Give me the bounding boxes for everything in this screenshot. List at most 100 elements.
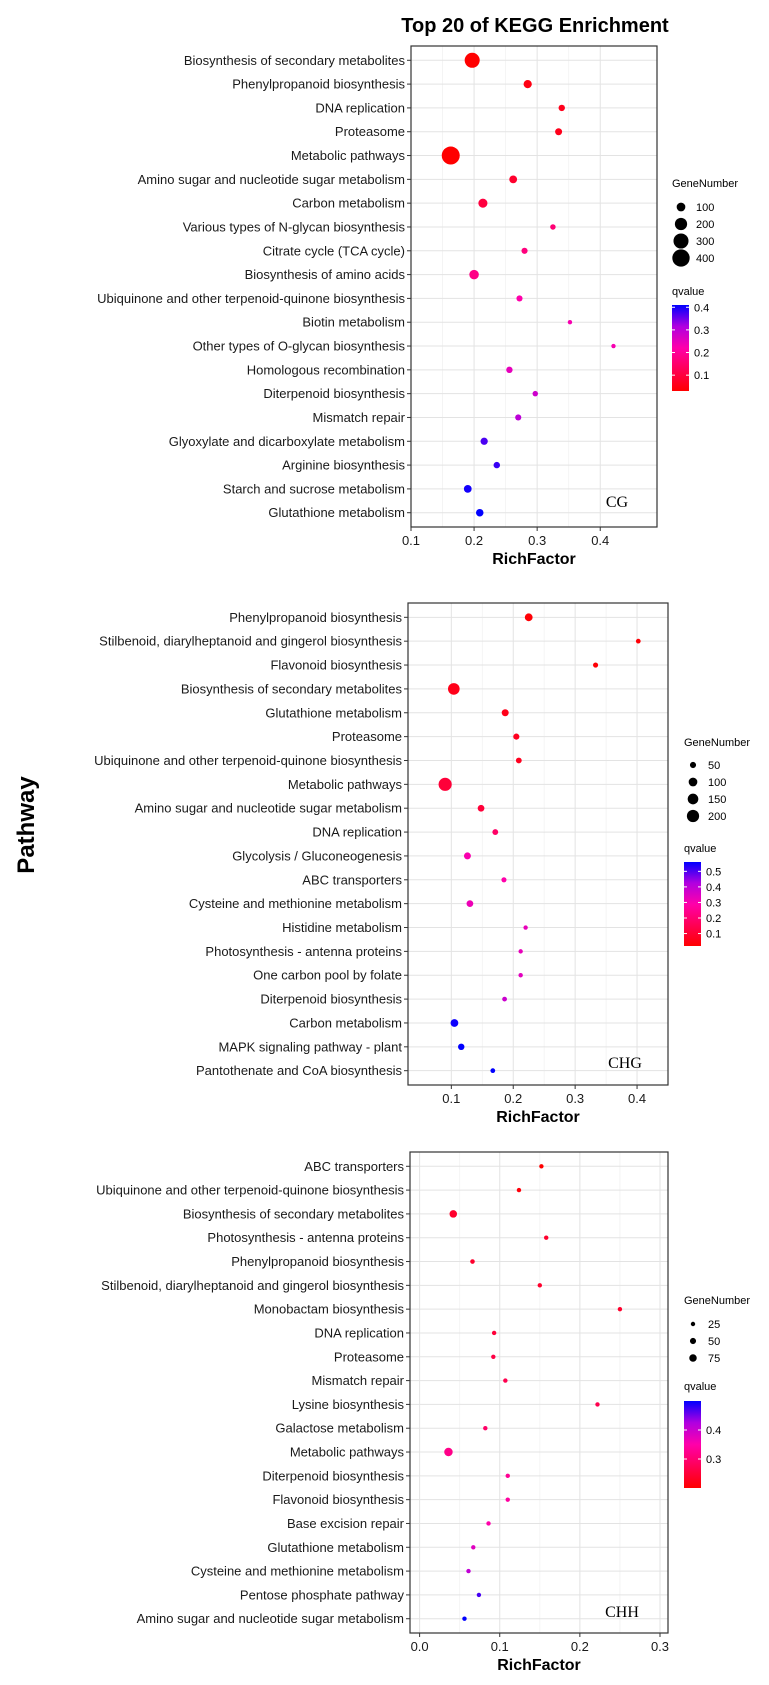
pathway-label: Flavonoid biosynthesis — [272, 1492, 404, 1507]
data-point — [518, 973, 523, 978]
pathway-label: Glutathione metabolism — [268, 505, 405, 520]
size-legend-label: 200 — [696, 219, 714, 231]
pathway-label: Biotin metabolism — [302, 315, 405, 330]
size-legend-label: 25 — [708, 1319, 720, 1331]
size-legend-key — [687, 793, 699, 805]
data-point — [478, 198, 488, 208]
x-tick-label: 0.3 — [566, 1091, 584, 1106]
data-point — [611, 343, 616, 349]
data-point — [447, 683, 460, 695]
pathway-label: Histidine metabolism — [282, 920, 402, 935]
pathway-label: Lysine biosynthesis — [292, 1397, 405, 1412]
chart-panels: 0.1 0.2 0.3 0.4 Biosynthesis of secondary me… — [94, 45, 750, 1674]
pathway-label: Glutathione metabolism — [267, 1540, 404, 1555]
size-legend-key — [689, 1354, 697, 1362]
data-point — [464, 52, 480, 68]
data-point — [476, 1592, 482, 1598]
size-legend-key — [673, 233, 689, 249]
colorbar-tick-label: 0.4 — [694, 302, 709, 314]
pathway-label: Phenylpropanoid biosynthesis — [231, 1254, 404, 1269]
pathway-label: Proteasome — [334, 1349, 404, 1364]
figure-title: Top 20 of KEGG Enrichment — [401, 15, 669, 37]
data-point — [462, 1616, 467, 1621]
size-legend-label: 200 — [708, 811, 726, 823]
pathway-label: Citrate cycle (TCA cycle) — [263, 243, 405, 258]
plot-frame — [409, 1151, 669, 1634]
data-point — [523, 79, 532, 89]
data-point — [617, 1306, 623, 1312]
colorbar-tick-label: 0.1 — [706, 929, 721, 941]
chart-panel-chg: 0.1 0.2 0.3 0.4 Phenylpropanoid biosynthesis… — [94, 602, 750, 1126]
data-point — [490, 1068, 496, 1074]
pathway-label: DNA replication — [312, 825, 402, 840]
data-point — [593, 662, 599, 668]
pathway-label: Pentose phosphate pathway — [240, 1587, 405, 1602]
size-legend-key — [689, 1337, 697, 1345]
size-legend-title: GeneNumber — [672, 178, 738, 190]
data-point — [521, 247, 528, 254]
pathway-label: Proteasome — [335, 124, 405, 139]
pathway-label: Cysteine and methionine metabolism — [189, 896, 402, 911]
pathway-label: Amino sugar and nucleotide sugar metabol… — [135, 801, 402, 816]
plot-frame — [407, 602, 669, 1086]
pathway-label: Diterpenoid biosynthesis — [263, 386, 405, 401]
data-point — [469, 269, 479, 280]
panel-label: CG — [606, 494, 629, 511]
size-legend-label: 100 — [696, 202, 714, 214]
x-tick-label: 0.1 — [442, 1091, 460, 1106]
data-point — [567, 320, 573, 325]
pathway-label: Monobactam biosynthesis — [254, 1302, 405, 1317]
pathway-label: Arginine biosynthesis — [282, 458, 405, 473]
size-legend-label: 75 — [708, 1353, 720, 1365]
size-legend-title: GeneNumber — [684, 737, 750, 749]
x-tick-label: 0.1 — [491, 1639, 509, 1654]
pathway-label: Homologous recombination — [247, 362, 405, 377]
data-point — [505, 1473, 510, 1479]
pathway-label: Carbon metabolism — [292, 196, 405, 211]
colorbar-tick-label: 0.5 — [706, 866, 721, 878]
colorbar-title: qvalue — [672, 286, 704, 298]
pathway-label: Other types of O-glycan biosynthesis — [193, 339, 406, 354]
data-point — [466, 900, 474, 908]
colorbar-tick-label: 0.2 — [706, 913, 721, 925]
data-point — [438, 777, 452, 791]
plot-frame — [410, 45, 658, 528]
chart-panel-chh: 0.0 0.1 0.2 0.3 ABC transporters Ubiquinone a… — [96, 1151, 750, 1674]
data-point — [493, 461, 501, 469]
pathway-label: MAPK signaling pathway - plant — [218, 1039, 402, 1054]
colorbar — [684, 1401, 701, 1488]
pathway-label: Biosynthesis of secondary metabolites — [183, 1206, 405, 1221]
pathway-label: Ubiquinone and other terpenoid-quinone b… — [97, 291, 405, 306]
size-legend-key — [686, 809, 700, 823]
size-legend-key — [690, 1321, 696, 1327]
data-point — [463, 852, 471, 860]
pathway-label: Stilbenoid, diarylheptanoid and gingerol… — [101, 1278, 404, 1293]
data-point — [515, 757, 522, 764]
size-legend-key — [688, 777, 698, 787]
data-point — [471, 1545, 476, 1550]
data-point — [491, 1354, 496, 1359]
pathway-label: DNA replication — [315, 100, 405, 115]
data-point — [501, 709, 509, 717]
pathway-label: Biosynthesis of amino acids — [245, 267, 406, 282]
x-tick-label: 0.2 — [571, 1639, 589, 1654]
colorbar-title: qvalue — [684, 1381, 716, 1393]
data-point — [516, 1187, 522, 1193]
pathway-label: ABC transporters — [302, 872, 402, 887]
pathway-label: Base excision repair — [287, 1516, 405, 1531]
data-point — [544, 1235, 549, 1240]
colorbar-tick-label: 0.3 — [694, 325, 709, 337]
data-point — [505, 1497, 510, 1502]
pathway-label: Metabolic pathways — [288, 777, 403, 792]
pathway-label: Glyoxylate and dicarboxylate metabolism — [169, 434, 405, 449]
size-legend-label: 400 — [696, 253, 714, 265]
pathway-label: One carbon pool by folate — [253, 968, 402, 983]
data-point — [486, 1521, 491, 1526]
x-tick-label: 0.4 — [591, 533, 609, 548]
data-point — [477, 804, 485, 812]
plot-background — [408, 603, 668, 1085]
colorbar-title: qvalue — [684, 843, 716, 855]
size-legend-label: 100 — [708, 777, 726, 789]
size-legend-key — [674, 217, 688, 231]
